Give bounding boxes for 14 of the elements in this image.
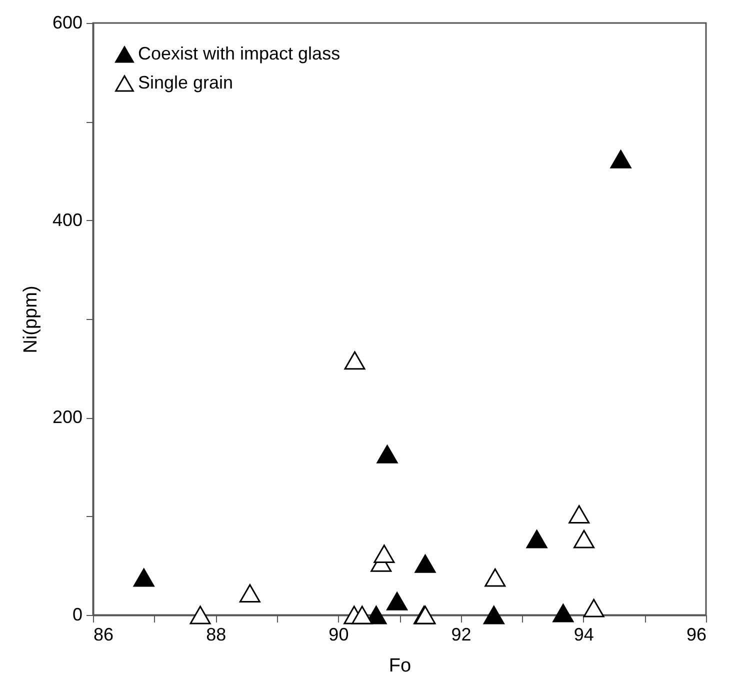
x-axis-title: Fo — [388, 656, 412, 676]
y-tick-label: 600 — [52, 12, 82, 32]
y-tick-label: 0 — [72, 604, 82, 624]
legend-label: Single grain — [138, 72, 234, 92]
y-axis-title: Ni(ppm) — [20, 286, 42, 354]
y-tick-label: 200 — [52, 407, 82, 428]
x-tick-label: 88 — [206, 624, 226, 644]
y-tick-label: 400 — [52, 210, 82, 230]
x-tick-label: 94 — [574, 624, 594, 644]
x-tick-label: 96 — [686, 624, 706, 644]
x-tick-label: 86 — [94, 624, 114, 644]
x-tick-label: 90 — [328, 624, 349, 644]
legend-label: Coexist with impact glass — [138, 44, 340, 64]
x-tick-label: 92 — [451, 624, 472, 644]
